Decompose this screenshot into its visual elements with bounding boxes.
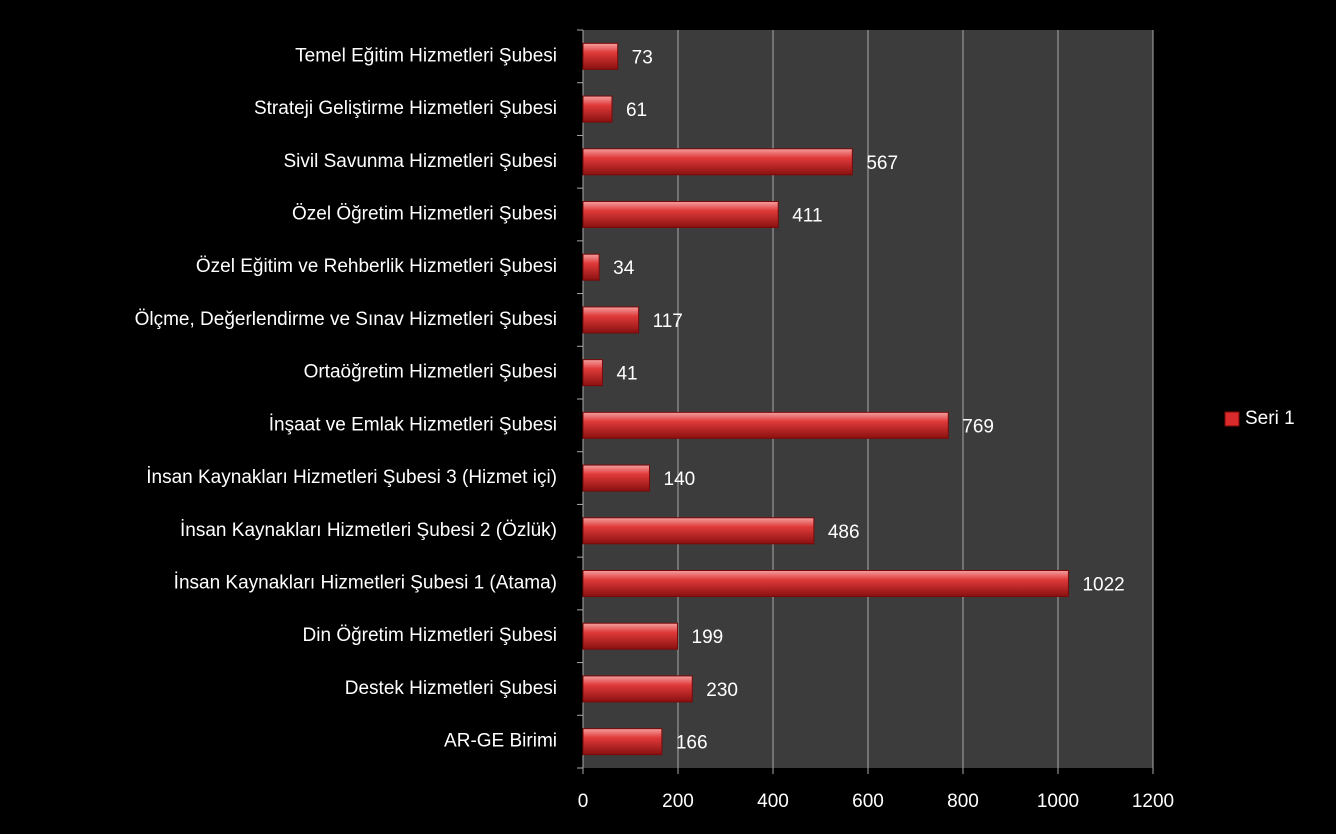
bar xyxy=(582,675,693,703)
y-tick-label: İnşaat ve Emlak Hizmetleri Şubesi xyxy=(269,414,557,435)
data-label: 73 xyxy=(632,47,653,68)
data-label: 411 xyxy=(792,206,822,227)
bar xyxy=(582,570,1069,597)
bar xyxy=(582,201,779,228)
y-tick-label: Ölçme, Değerlendirme ve Sınav Hizmetleri… xyxy=(135,309,557,330)
data-label: 199 xyxy=(692,627,724,648)
x-tick-label: 0 xyxy=(578,791,589,812)
data-label: 34 xyxy=(613,258,635,279)
data-label: 117 xyxy=(653,311,683,332)
bar xyxy=(582,306,640,334)
bar xyxy=(582,95,613,123)
y-tick-label: İnsan Kaynakları Hizmetleri Şubesi 1 (At… xyxy=(174,573,557,594)
y-tick-label: AR-GE Birimi xyxy=(444,731,557,752)
y-tick-label: İnsan Kaynakları Hizmetleri Şubesi 2 (Öz… xyxy=(180,520,557,541)
data-label: 567 xyxy=(866,153,898,174)
bar xyxy=(582,148,853,176)
y-tick-label: Temel Eğitim Hizmetleri Şubesi xyxy=(295,45,557,66)
legend-swatch xyxy=(1224,411,1240,427)
y-tick-label: Özel Öğretim Hizmetleri Şubesi xyxy=(292,204,557,225)
bar xyxy=(582,42,619,70)
data-label: 140 xyxy=(664,469,696,490)
y-tick-label: Özel Eğitim ve Rehberlik Hizmetleri Şube… xyxy=(196,256,557,277)
legend-label: Seri 1 xyxy=(1245,408,1295,429)
bar xyxy=(582,411,949,439)
bar xyxy=(582,464,650,492)
y-tick-label: Din Öğretim Hizmetleri Şubesi xyxy=(303,625,557,646)
data-label: 769 xyxy=(962,416,994,437)
y-tick-label: Ortaöğretim Hizmetleri Şubesi xyxy=(304,362,557,383)
data-label: 230 xyxy=(706,680,738,701)
y-tick-label: İnsan Kaynakları Hizmetleri Şubesi 3 (Hi… xyxy=(146,467,557,488)
y-tick-label: Destek Hizmetleri Şubesi xyxy=(345,678,557,699)
bar xyxy=(582,622,679,650)
x-tick-label: 400 xyxy=(757,791,789,812)
bar xyxy=(582,253,600,281)
y-tick-label: Strateji Geliştirme Hizmetleri Şubesi xyxy=(254,98,557,119)
bar xyxy=(582,517,815,545)
x-tick-label: 200 xyxy=(662,791,694,812)
x-tick-label: 1000 xyxy=(1037,791,1079,812)
data-label: 41 xyxy=(616,364,637,385)
bar xyxy=(582,359,603,387)
data-label: 486 xyxy=(828,522,860,543)
data-label: 1022 xyxy=(1082,575,1124,596)
x-tick-label: 800 xyxy=(947,791,979,812)
x-tick-label: 600 xyxy=(852,791,884,812)
data-label: 61 xyxy=(626,100,647,121)
bar xyxy=(582,728,663,756)
data-label: 166 xyxy=(676,733,708,754)
x-tick-label: 1200 xyxy=(1132,791,1174,812)
y-tick-label: Sivil Savunma Hizmetleri Şubesi xyxy=(284,151,558,172)
